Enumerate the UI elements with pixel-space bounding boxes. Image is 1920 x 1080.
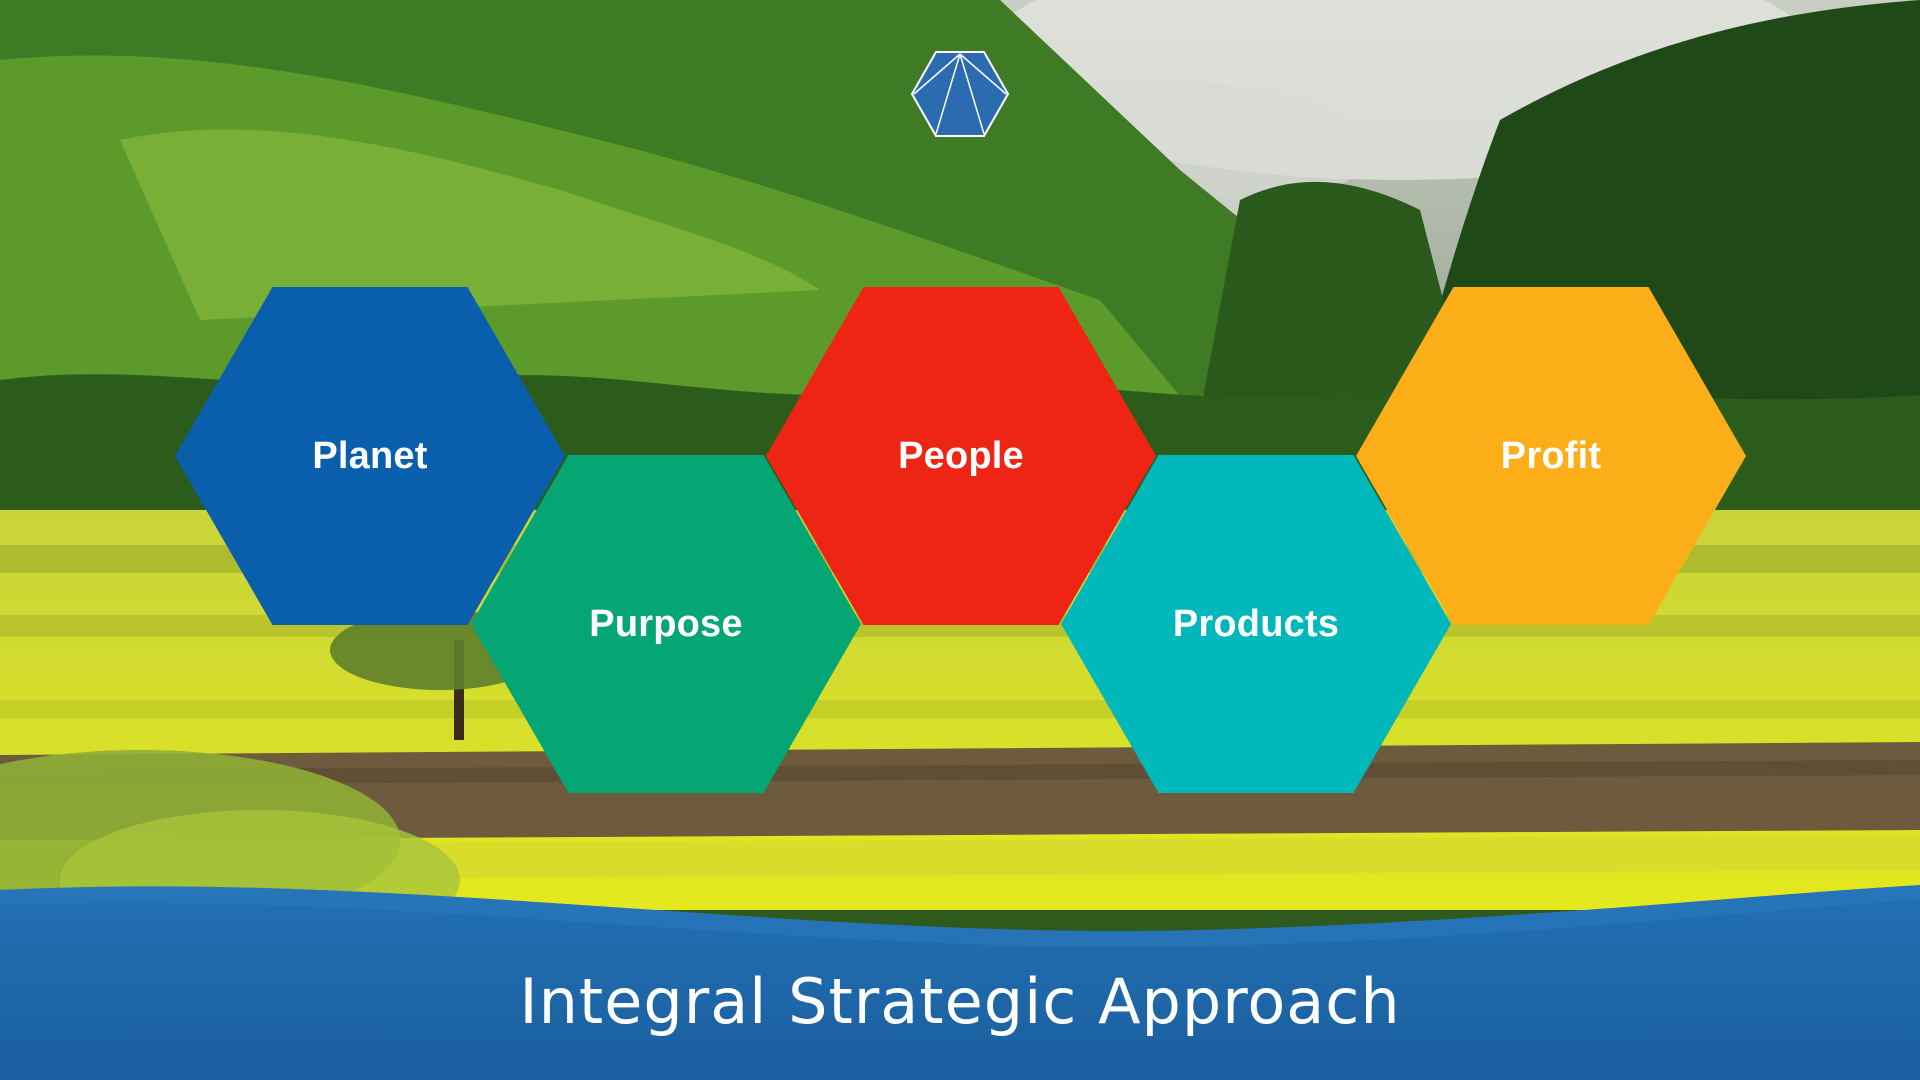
hexagon-label: Purpose	[589, 602, 743, 645]
slide-title: Integral Strategic Approach	[519, 965, 1401, 1038]
hexagon-label: Products	[1172, 602, 1340, 645]
hexagon-label: Planet	[312, 434, 428, 477]
hexagon-label: People	[898, 434, 1024, 477]
hexagon-label: Profit	[1500, 434, 1602, 477]
pentagon-logo-icon	[910, 51, 1010, 137]
